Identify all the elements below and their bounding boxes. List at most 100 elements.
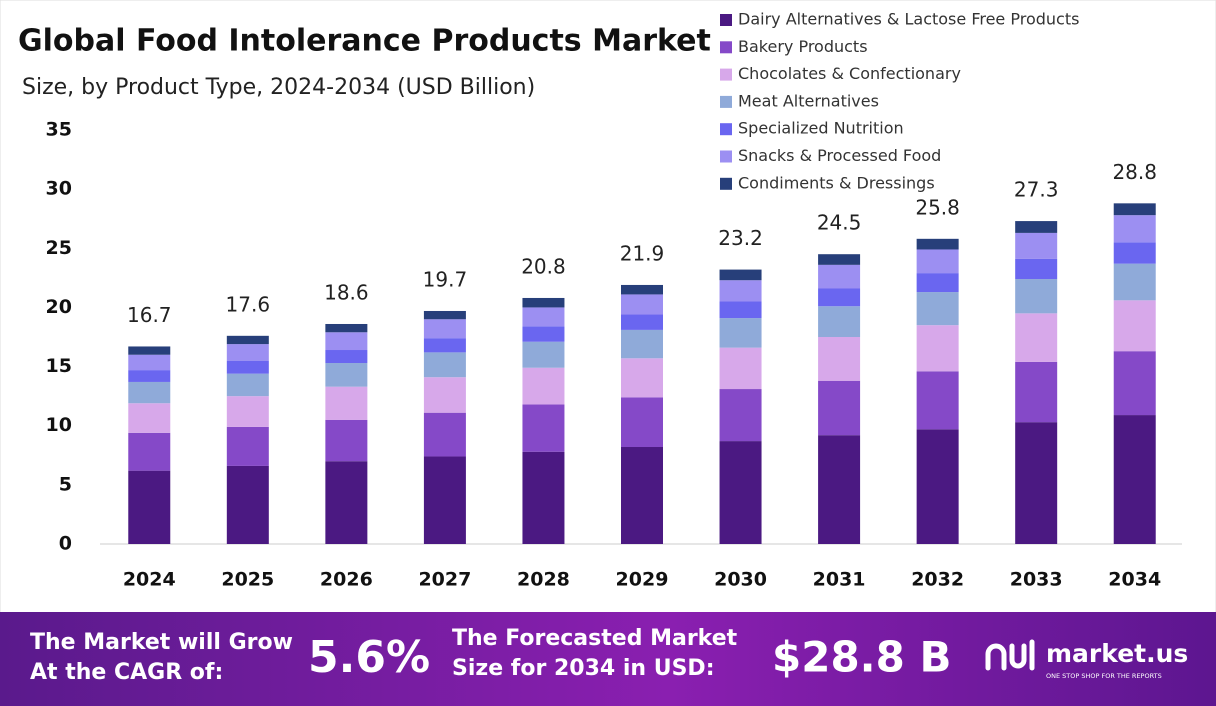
legend-swatch: [720, 123, 732, 136]
bar-segment: [423, 412, 466, 457]
x-tick-label: 2033: [1010, 569, 1063, 591]
bar-segment: [1113, 215, 1156, 243]
total-label: 27.3: [1014, 178, 1059, 202]
x-tick-label: 2027: [418, 569, 471, 591]
bar-segment: [325, 323, 368, 333]
bar-segment: [719, 389, 762, 442]
bar-segment: [226, 426, 269, 466]
bar-segment: [916, 371, 959, 430]
x-tick-label: 2032: [911, 569, 964, 591]
bar-segment: [621, 329, 663, 359]
bar-segment: [916, 429, 959, 544]
y-tick-label: 35: [46, 119, 72, 141]
bar-segment: [128, 346, 171, 355]
bar-segment: [423, 338, 466, 353]
bar-segment: [423, 310, 466, 320]
bar-segment: [719, 441, 762, 544]
chart-title: Global Food Intolerance Products Market: [18, 24, 711, 59]
bar-segment: [1015, 279, 1058, 314]
chart-subtitle: Size, by Product Type, 2024-2034 (USD Bi…: [22, 75, 535, 100]
bar-segment: [128, 370, 171, 382]
bar-segment: [916, 238, 959, 250]
bar-segment: [1113, 203, 1156, 216]
y-tick-label: 30: [46, 178, 72, 200]
bar-segment: [719, 347, 762, 390]
banner-value: $28.8 B: [772, 633, 951, 682]
bar-segment: [818, 435, 861, 544]
banner-text: Size for 2034 in USD:: [452, 656, 715, 681]
bar-segment: [522, 451, 565, 544]
bar-segment: [522, 307, 565, 327]
legend-swatch: [720, 41, 732, 54]
y-tick-label: 15: [46, 355, 72, 377]
bar-segment: [1113, 351, 1156, 416]
bar-segment: [621, 294, 663, 315]
bar-segment: [818, 254, 861, 265]
bar-segment: [226, 396, 269, 427]
brand-name: market.us: [1046, 639, 1188, 668]
bar-segment: [719, 318, 762, 348]
bar-segment: [423, 377, 466, 413]
bar-segment: [128, 470, 171, 544]
x-tick-label: 2030: [714, 569, 767, 591]
total-label: 18.6: [324, 280, 369, 304]
total-label: 21.9: [620, 241, 665, 265]
y-tick-label: 5: [59, 473, 72, 495]
bar-segment: [325, 350, 368, 364]
bar-segment: [1015, 422, 1058, 544]
bar-segment: [128, 432, 171, 471]
bar-segment: [1113, 242, 1156, 264]
y-tick-label: 20: [46, 296, 72, 318]
x-tick-label: 2024: [123, 569, 176, 591]
total-label: 24.5: [817, 211, 862, 235]
bar-segment: [621, 447, 663, 544]
bar-segment: [818, 264, 861, 289]
legend-swatch: [720, 95, 732, 108]
bar-segment: [1015, 361, 1058, 423]
bar-segment: [226, 344, 269, 361]
bar-segment: [522, 341, 565, 368]
bar-segment: [423, 352, 466, 378]
legend-swatch: [720, 177, 732, 190]
total-label: 25.8: [915, 195, 960, 219]
bar-segment: [719, 280, 762, 302]
banner-text: At the CAGR of:: [30, 660, 223, 685]
bar-segment: [423, 456, 466, 544]
bar-segment: [1113, 415, 1156, 544]
legend-label: Condiments & Dressings: [738, 173, 935, 192]
bar-segment: [818, 380, 861, 436]
bar-segment: [226, 360, 269, 374]
legend-label: Dairy Alternatives & Lactose Free Produc…: [738, 10, 1079, 29]
bar-segment: [916, 249, 959, 274]
legend-label: Bakery Products: [738, 37, 868, 56]
bar-segment: [325, 363, 368, 387]
y-tick-label: 0: [59, 533, 72, 555]
total-label: 19.7: [423, 267, 468, 291]
bar-segment: [522, 326, 565, 342]
bar-segment: [325, 461, 368, 544]
bar-segment: [916, 292, 959, 326]
x-tick-label: 2028: [517, 569, 570, 591]
legend-label: Chocolates & Confectionary: [738, 64, 961, 83]
legend-label: Specialized Nutrition: [738, 119, 904, 138]
y-tick-label: 10: [46, 414, 72, 436]
bar-segment: [818, 337, 861, 381]
legend-swatch: [720, 14, 732, 26]
x-tick-label: 2025: [221, 569, 274, 591]
bar-segment: [621, 358, 663, 398]
bar-segment: [818, 288, 861, 307]
total-label: 20.8: [521, 254, 566, 278]
bar-segment: [818, 306, 861, 337]
bar-segment: [916, 273, 959, 293]
bar-segment: [1015, 232, 1058, 259]
bar-segment: [128, 403, 171, 433]
bar-segment: [916, 325, 959, 372]
banner-text: The Market will Grow: [30, 630, 293, 655]
bar-segment: [719, 269, 762, 281]
bar-segment: [226, 335, 269, 345]
legend-swatch: [720, 68, 732, 81]
bar-segment: [621, 284, 663, 295]
bar-segment: [621, 397, 663, 448]
